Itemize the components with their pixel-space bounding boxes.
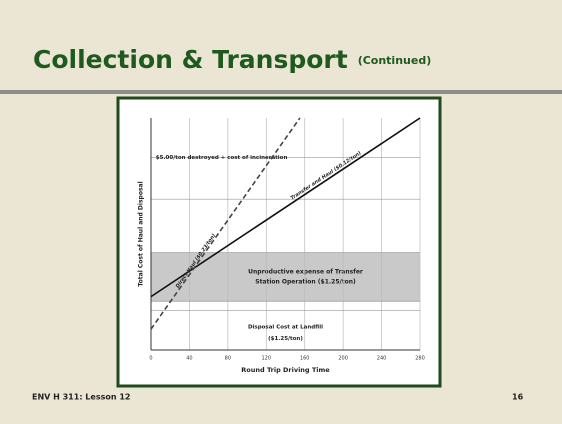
y-axis-label: Total Cost of Haul and Disposal — [138, 181, 145, 286]
annotation: ($1.25/ton) — [268, 336, 303, 342]
chart-frame — [116, 96, 442, 388]
series-line — [150, 117, 301, 330]
title-text: Collection & Transport — [33, 45, 348, 74]
x-tick-label: 80 — [225, 356, 231, 362]
subtitle-text: (Continued) — [358, 54, 432, 67]
x-axis-label: Round Trip Driving Time — [241, 366, 330, 374]
chart: Unproductive expense of Transfer Station … — [138, 117, 425, 374]
footer: ENV H 311: Lesson 12 — [32, 393, 130, 402]
band-label: Unproductive expense of Transfer — [248, 268, 363, 275]
annotation: Disposal Cost at Landfill — [248, 324, 323, 330]
band-label: Station Operation ($1.25/ton) — [255, 278, 356, 285]
band — [151, 252, 420, 302]
x-tick-label: 200 — [338, 356, 348, 362]
slide-title: Collection & Transport (Continued) — [33, 45, 431, 74]
x-tick-label: 120 — [262, 356, 272, 362]
separator — [0, 90, 562, 94]
x-tick-label: 240 — [377, 356, 387, 362]
x-tick-label: 280 — [415, 356, 425, 362]
x-tick-label: 160 — [300, 356, 310, 362]
x-tick-label: 0 — [149, 356, 152, 362]
x-tick-label: 40 — [186, 356, 192, 362]
annotation: $5.00/ton destroyed + cost of incinerati… — [156, 155, 288, 161]
page-number: 16 — [512, 393, 524, 402]
